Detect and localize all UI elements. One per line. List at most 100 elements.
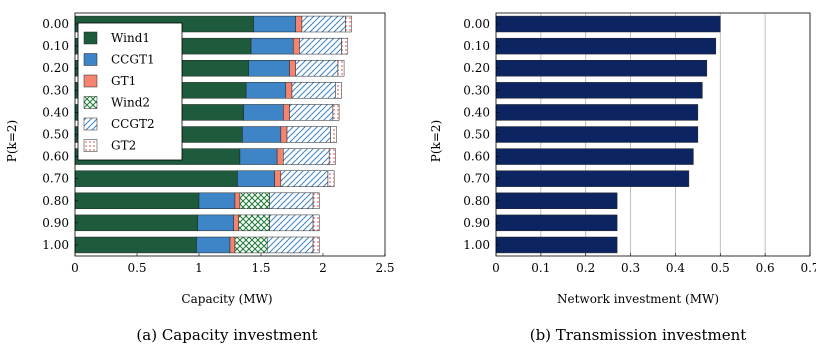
network-x-axis-label: Network investment (MW) [557, 292, 719, 306]
x-tick-label: 0.3 [621, 261, 640, 275]
y-tick-label: 0.80 [463, 194, 490, 208]
legend-swatch [83, 117, 98, 131]
x-tick-label: 0.2 [576, 261, 595, 275]
bar-segment [291, 82, 336, 99]
bar-segment [301, 15, 346, 33]
bar-segment [237, 170, 275, 187]
y-tick-label: 0.20 [463, 61, 490, 75]
x-tick-label: 0.1 [531, 261, 550, 275]
plot-frame [495, 12, 811, 257]
legend-box [77, 22, 183, 161]
bar-segment [328, 148, 336, 165]
bar-segment [330, 126, 337, 143]
bar-segment [248, 60, 290, 77]
y-tick-label: 0.70 [463, 172, 490, 186]
bar-segment [327, 170, 335, 187]
bar-segment [242, 126, 282, 143]
bar-segment [289, 104, 334, 121]
legend-label: GT2 [111, 139, 136, 153]
bar-segment [341, 37, 349, 55]
bar-segment [495, 148, 694, 165]
bar-segment [283, 104, 290, 121]
bar-segment [245, 82, 287, 99]
bar-segment [229, 236, 236, 254]
bar-segment [269, 214, 314, 232]
y-tick-label: 0.80 [42, 194, 69, 208]
x-tick-label: 0.7 [800, 261, 816, 275]
bar-segment [495, 15, 721, 33]
y-tick-label: 0.00 [463, 17, 490, 31]
bar-segment [299, 37, 342, 55]
bar-segment [238, 214, 270, 232]
bar-segment [295, 60, 339, 77]
bar-segment [198, 192, 236, 209]
bar-segment [243, 104, 284, 121]
bar-segment [283, 148, 330, 165]
bar-segment [495, 37, 717, 55]
x-tick-label: 0.5 [127, 261, 146, 275]
bar-segment [239, 192, 270, 209]
bar-segment [233, 214, 239, 232]
bar-segment [285, 82, 293, 99]
bar-segment [495, 126, 699, 143]
bar-segment [280, 126, 288, 143]
bar-segment [312, 236, 320, 254]
y-tick-label: 0.30 [463, 83, 490, 97]
bar-segment [266, 236, 314, 254]
y-tick-label: 0.30 [42, 83, 69, 97]
y-tick-label: 0.10 [42, 39, 69, 53]
y-tick-label: 0.60 [463, 150, 490, 164]
y-tick-label: 0.60 [42, 150, 69, 164]
capacity-legend: Wind1 CCGT1 GT1 Wind2 CCGT2 GT2 [77, 22, 183, 161]
x-tick-label: 0 [492, 261, 500, 275]
bar-segment [495, 82, 703, 99]
y-tick-label: 0.50 [463, 128, 490, 142]
network-bars [495, 15, 721, 254]
x-tick-label: 1.5 [251, 261, 270, 275]
legend-label: Wind1 [111, 31, 150, 45]
bar-segment [274, 170, 282, 187]
bar-segment [335, 82, 342, 99]
x-tick-label: 0.5 [711, 261, 730, 275]
bar-segment [495, 170, 690, 187]
legend-swatch [83, 96, 98, 109]
y-tick-label: 0.90 [463, 216, 490, 230]
y-tick-label: 0.10 [463, 39, 490, 53]
x-tick-label: 0.4 [666, 261, 685, 275]
bar-segment [345, 15, 352, 33]
network-caption: (b) Transmission investment [530, 326, 747, 344]
bar-segment [495, 104, 699, 121]
legend-swatch [83, 53, 98, 66]
y-tick-label: 0.20 [42, 61, 69, 75]
legend-swatch [83, 74, 98, 88]
bar-segment [295, 15, 303, 33]
x-tick-label: 0.6 [756, 261, 775, 275]
bar-segment [495, 60, 708, 77]
legend-label: GT1 [111, 74, 136, 88]
bar-segment [495, 192, 618, 209]
bar-segment [250, 37, 294, 55]
bar-segment [292, 37, 300, 55]
bar-segment [312, 192, 320, 209]
y-tick-label: 0.50 [42, 128, 69, 142]
y-tick-label: 1.00 [463, 238, 490, 252]
bar-segment [74, 214, 199, 232]
network-axes: 0.00 0.10 0.20 0.30 0.4 0 0.50 0.60 0.70 0.80 0.90… [463, 12, 816, 275]
y-tick-label: 0.90 [42, 216, 69, 230]
plot-frame [74, 12, 386, 257]
bar-segment [269, 192, 314, 209]
bar-segment [74, 192, 200, 209]
bar-segment [332, 104, 340, 121]
x-tick-label: 2 [319, 261, 327, 275]
bar-segment [234, 236, 268, 254]
y-tick-label: 1.00 [42, 238, 69, 252]
capacity-chart: 0.000.100.200.300.400.500.600.700.800.90… [5, 12, 395, 344]
bar-segment [196, 236, 231, 254]
bar-segment [495, 214, 618, 232]
y-tick-label: 0.00 [42, 17, 69, 31]
capacity-caption: (a) Capacity investment [136, 326, 317, 344]
capacity-x-axis-label: Capacity (MW) [181, 292, 272, 306]
bar-segment [253, 15, 296, 33]
legend-label: Wind2 [111, 96, 150, 110]
